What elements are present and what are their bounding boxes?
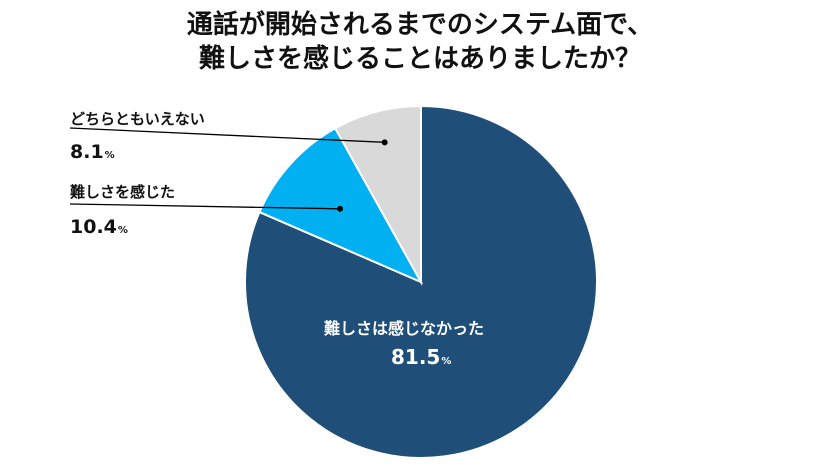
label-felt-unit: % xyxy=(117,225,128,236)
label-not-felt-unit: % xyxy=(441,356,452,367)
label-felt-value: 10.4% xyxy=(70,216,128,238)
label-neither-name: どちらともいえない xyxy=(70,110,205,128)
slice-neither xyxy=(333,104,422,286)
leader-neither xyxy=(69,127,385,143)
label-felt-name: 難しさを感じた xyxy=(70,183,176,201)
leader-neither-dot xyxy=(381,139,388,146)
label-neither-unit: % xyxy=(104,150,115,161)
label-not-felt-number: 81.5 xyxy=(391,345,441,369)
label-not-felt-name: 難しさは感じなかった xyxy=(324,319,485,338)
chart-title-line-2: 難しさを感じることはありましたか？ xyxy=(198,44,641,74)
label-felt-number: 10.4 xyxy=(70,216,117,238)
chart-title-line-1: 通話が開始されるまでのシステム面で、 xyxy=(186,10,654,40)
label-neither-number: 8.1 xyxy=(70,141,104,163)
leader-felt xyxy=(69,203,341,210)
leader-felt-dot xyxy=(337,205,344,212)
label-neither-value: 8.1% xyxy=(70,141,115,163)
label-not-felt-value: 81.5% xyxy=(391,345,451,369)
chart-title: 通話が開始されるまでのシステム面で、 難しさを感じることはありましたか？ xyxy=(0,8,840,76)
